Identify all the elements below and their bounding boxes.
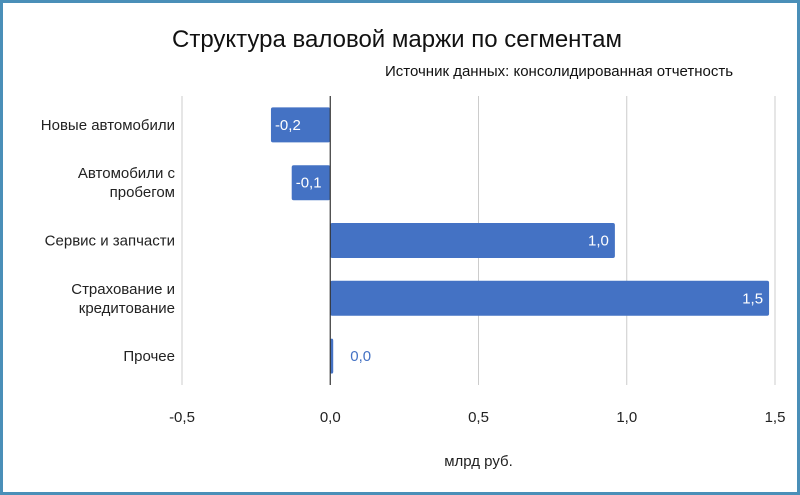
bar-0 (270, 107, 331, 143)
data-label-0: -0,2 (275, 117, 301, 134)
x-tick-label-4: 1,5 (765, 409, 786, 426)
category-label-0: Новые автомобили (41, 117, 175, 134)
bar-2 (330, 223, 615, 258)
x-axis-title: млрд руб. (444, 453, 513, 470)
data-label-4: 0,0 (350, 348, 371, 365)
x-tick-label-0: -0,5 (169, 409, 195, 426)
chart-subtitle: Источник данных: консолидированная отчет… (385, 63, 734, 80)
x-tick-label-3: 1,0 (616, 409, 637, 426)
x-tick-label-2: 0,5 (468, 409, 489, 426)
bar-3 (330, 280, 770, 316)
bars (270, 107, 770, 374)
chart-title: Структура валовой маржи по сегментам (172, 26, 622, 53)
x-tick-labels: -0,5 0,0 0,5 1,0 1,5 (169, 409, 785, 426)
category-label-4: Прочее (123, 348, 175, 365)
data-labels: -0,2 -0,1 1,0 1,5 0,0 (275, 117, 763, 365)
x-tick-label-1: 0,0 (320, 409, 341, 426)
category-labels: Новые автомобили Автомобили с пробегом Серв… (41, 117, 176, 365)
category-label-2: Сервис и запчасти (45, 233, 175, 250)
category-label-3: Страхование и кредитование (71, 281, 175, 317)
category-label-1: Автомобили с пробегом (78, 165, 176, 201)
bar-1 (291, 165, 331, 201)
data-label-1: -0,1 (296, 175, 322, 192)
grid-lines (181, 96, 776, 385)
data-label-2: 1,0 (588, 233, 609, 250)
data-label-3: 1,5 (742, 290, 763, 307)
bar-4 (330, 338, 334, 374)
